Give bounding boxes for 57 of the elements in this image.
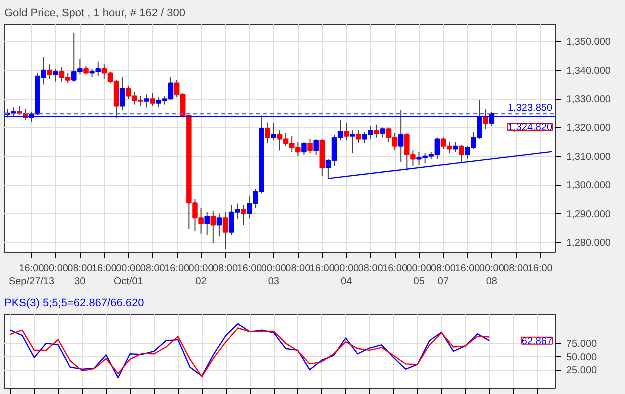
candlestick: [210, 210, 216, 244]
x-tick-label: 16:00: [164, 264, 190, 274]
y-tick-label: 1,280.000: [566, 238, 612, 249]
candlestick: [344, 122, 350, 142]
candlestick: [222, 212, 228, 250]
x-tick-label: 16:00: [382, 264, 408, 274]
y-tick-label: 1,340.000: [566, 66, 612, 77]
x-tick-label: 08:00 30: [68, 264, 94, 288]
candlestick: [53, 68, 59, 82]
candlestick: [302, 142, 307, 156]
chart-title: Gold Price, Spot , 1 hour, # 162 / 300: [4, 8, 186, 20]
candlestick: [308, 138, 313, 154]
candlestick: [374, 124, 380, 138]
candlestick: [150, 92, 156, 107]
candlestick: [271, 122, 277, 142]
candlestick: [314, 138, 319, 156]
y-tick-label: 1,310.000: [566, 152, 612, 163]
y-tick-label: 1,330.000: [566, 94, 612, 106]
x-tick-label: 00:00 05: [406, 264, 432, 288]
x-tick-label: 00:00 02: [188, 264, 214, 288]
candlestick: [216, 213, 222, 238]
candlestick: [241, 204, 246, 226]
x-tick-label: 16:00: [455, 264, 481, 274]
y-tick-label: 25.000: [566, 366, 598, 376]
candlestick: [459, 144, 464, 164]
x-tick-label: 08:00: [212, 264, 238, 274]
ref-line-label: 1,323.850: [508, 102, 553, 114]
x-tick-label: 16:00: [528, 264, 554, 274]
x-tick-label: 00:00 08: [479, 264, 505, 288]
candlestick: [144, 94, 150, 108]
x-tick-label: 00:00 04: [334, 264, 360, 288]
x-tick-label: 16:00: [310, 264, 336, 274]
candlestick: [356, 130, 362, 144]
y-tick-label: 75.000: [566, 339, 598, 350]
y-tick-label: 1,320.000: [566, 123, 612, 134]
candlestick: [120, 76, 126, 112]
x-tick-label: 08:00: [358, 264, 384, 274]
candlestick: [265, 122, 271, 144]
candlestick: [380, 127, 386, 138]
candlestick: [452, 142, 458, 153]
y-tick-label: 1,290.000: [566, 209, 612, 220]
x-tick-label: 08:00: [140, 264, 166, 274]
candlestick: [483, 108, 488, 130]
x-tick-label: 08:00: [286, 264, 312, 274]
y-tick-label: 1,350.000: [566, 37, 612, 48]
candlestick: [204, 212, 210, 236]
x-tick-label: 00:00: [43, 264, 69, 274]
chart-title: PKS(3) 5;5;5=62.867/66.620: [4, 298, 144, 310]
x-tick-label: 16:00: [92, 264, 118, 274]
x-tick-label: 00:00 03: [261, 264, 287, 288]
y-tick-label: 1,300.000: [566, 180, 612, 192]
x-tick-label: 08:00: [504, 264, 530, 274]
candlestick: [47, 64, 53, 80]
x-tick-label: 16:00: [237, 264, 263, 274]
y-tick-label: 50.000: [566, 352, 598, 364]
candlestick: [350, 130, 356, 154]
x-tick-label: 08:00 07: [430, 264, 456, 288]
